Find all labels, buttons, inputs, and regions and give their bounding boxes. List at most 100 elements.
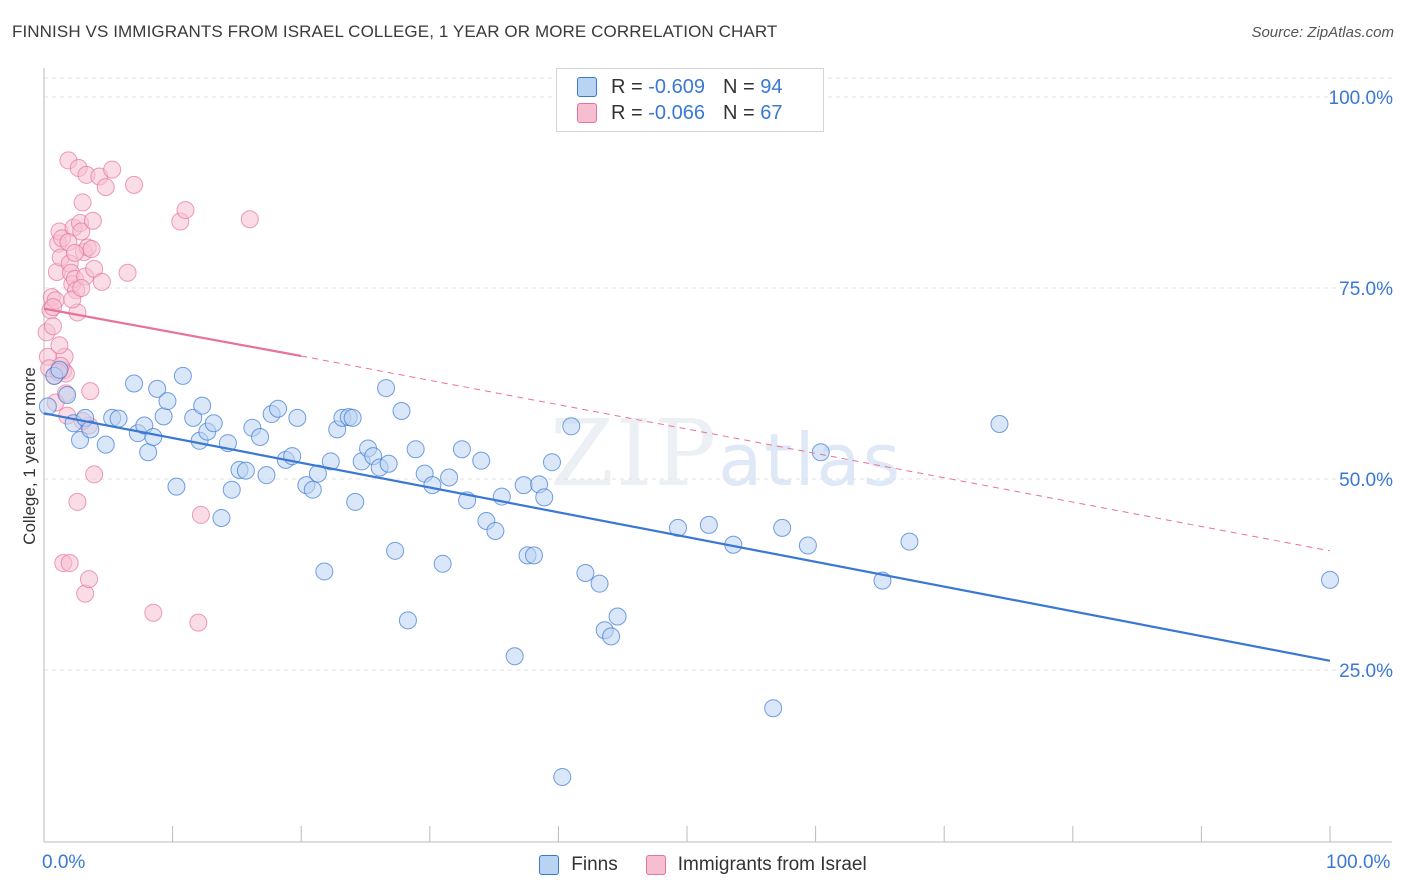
israel-point (60, 554, 79, 573)
israel-point (125, 175, 144, 194)
finns-point (811, 443, 830, 462)
israel-point (103, 160, 122, 179)
israel-trend-extension (301, 355, 1331, 552)
israel-point (50, 336, 69, 355)
legend-n-label: N = (722, 75, 755, 98)
legend-r-value: -0.066 (648, 101, 705, 124)
finns-point (346, 492, 365, 511)
legend-item-finns[interactable]: Finns (539, 854, 618, 876)
finns-point (553, 767, 572, 786)
y-tick-labels: 25.0% 50.0% 75.0% 100.0% (1329, 88, 1394, 682)
israel-point (72, 222, 91, 241)
israel-point (92, 272, 111, 291)
finns-point (392, 402, 411, 421)
finns-point (406, 440, 425, 459)
finns-legend-swatch (539, 855, 560, 875)
finns-point (154, 407, 173, 426)
finns-point (204, 414, 223, 433)
finns-point (990, 414, 1009, 433)
legend-row-israel: R = -0.066 N = 67 (577, 101, 782, 125)
finns-trend-line (43, 412, 1331, 662)
finns-point (699, 515, 718, 534)
trend-lines (43, 307, 1331, 662)
finns-point (125, 374, 144, 393)
finns-point (535, 488, 554, 507)
finns-point (321, 452, 340, 471)
series-legend: Finns Immigrants from Israel (0, 852, 1406, 878)
legend-n-label: N = (722, 101, 755, 124)
israel-point (65, 243, 84, 262)
y-axis-label: College, 1 year or more (20, 367, 39, 545)
israel-point (96, 178, 115, 197)
israel-point (144, 603, 163, 622)
israel-legend-swatch (645, 855, 666, 875)
y-tick-label: 75.0% (1339, 279, 1393, 300)
finns-point (212, 508, 231, 527)
finns-point (440, 468, 459, 487)
israel-point (82, 240, 101, 259)
finns-swatch (577, 77, 597, 97)
israel-points (37, 151, 259, 632)
finns-point (900, 532, 919, 551)
legend-r-value: -0.609 (648, 75, 705, 98)
finns-point (602, 627, 621, 646)
israel-swatch (577, 103, 597, 123)
israel-point (73, 193, 92, 212)
finns-point (257, 466, 276, 485)
finns-point (423, 476, 442, 495)
finns-point (236, 461, 255, 480)
x-tick-label-max: 100.0% (1326, 852, 1391, 873)
finns-point (433, 554, 452, 573)
correlation-legend: R = -0.609 N = 94 R = -0.066 N = 67 (556, 68, 824, 132)
finns-point (184, 408, 203, 427)
y-tick-label: 100.0% (1329, 88, 1394, 109)
finns-point (50, 360, 69, 379)
finns-point (486, 521, 505, 540)
finns-point (144, 427, 163, 446)
israel-point (176, 201, 195, 220)
finns-point (798, 536, 817, 555)
legend-row-finns: R = -0.609 N = 94 (577, 75, 782, 99)
legend-label-finns: Finns (571, 854, 618, 875)
finns-point (81, 420, 100, 439)
grid-lines (44, 77, 1392, 671)
israel-point (44, 317, 63, 336)
watermark: ZIPatlas (550, 400, 902, 507)
legend-n-value: 94 (760, 75, 783, 98)
israel-point (189, 613, 208, 632)
finns-point (773, 518, 792, 537)
legend-r-label: R = (611, 75, 643, 98)
finns-point (576, 563, 595, 582)
finns-point (1321, 570, 1339, 589)
legend-n-value: 67 (760, 101, 783, 124)
finns-point (158, 392, 177, 411)
finns-point (193, 396, 212, 415)
finns-point (148, 379, 167, 398)
israel-point (83, 211, 102, 230)
finns-point (109, 409, 128, 428)
finns-point (315, 562, 334, 581)
finns-point (452, 440, 471, 459)
finns-point (379, 454, 398, 473)
finns-point (542, 453, 561, 472)
chart-title: FINNISH VS IMMIGRANTS FROM ISRAEL COLLEG… (12, 22, 778, 41)
legend-item-israel[interactable]: Immigrants from Israel (645, 854, 867, 876)
israel-point (81, 382, 100, 401)
finns-point (386, 541, 405, 560)
finns-point (96, 435, 115, 454)
axes (43, 68, 1392, 843)
israel-point (191, 505, 210, 524)
finns-point (505, 647, 524, 666)
israel-point (118, 263, 137, 282)
israel-point (72, 279, 91, 297)
finns-point (472, 451, 491, 470)
finns-point (524, 546, 543, 565)
finns-point (58, 385, 77, 404)
finns-point (269, 399, 288, 418)
legend-label-israel: Immigrants from Israel (677, 854, 867, 875)
israel-point (68, 492, 87, 511)
legend-r-label: R = (611, 101, 643, 124)
watermark-atlas: atlas (718, 418, 903, 502)
finns-point (377, 379, 396, 398)
finns-point (303, 480, 322, 499)
